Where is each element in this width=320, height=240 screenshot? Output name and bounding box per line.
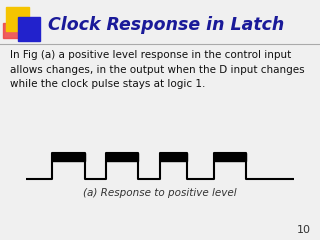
Bar (52, 153, 85, 161)
Bar (3, 23, 19, 38)
Text: Clock Response in Latch: Clock Response in Latch (48, 16, 284, 34)
Bar (160, 153, 187, 161)
Bar (214, 153, 246, 161)
Bar (106, 153, 139, 161)
Bar (6, 7, 29, 31)
Text: 10: 10 (296, 225, 310, 235)
Bar (18, 17, 40, 41)
Text: In Fig (a) a positive level response in the control input
allows changes, in the: In Fig (a) a positive level response in … (10, 50, 304, 89)
Text: (a) Response to positive level: (a) Response to positive level (83, 188, 237, 198)
